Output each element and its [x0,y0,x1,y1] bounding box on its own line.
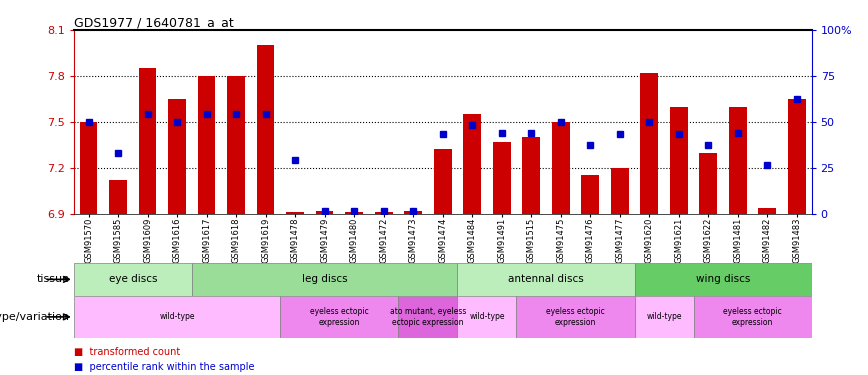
Text: wild-type: wild-type [470,312,504,321]
Bar [109,180,127,214]
Bar [457,262,635,296]
Bar [457,296,516,338]
Bar [788,99,806,214]
Text: wing discs: wing discs [696,274,750,284]
Bar [611,168,628,214]
Bar [192,262,457,296]
Bar [516,296,635,338]
Bar [582,176,599,214]
Text: eyeless ectopic
expression: eyeless ectopic expression [723,307,782,327]
Bar [493,142,510,214]
Text: genotype/variation: genotype/variation [0,312,69,322]
Bar [434,149,451,214]
Bar [74,262,192,296]
Bar [139,68,156,214]
Bar [286,212,304,214]
Bar [198,76,215,214]
Text: eye discs: eye discs [108,274,157,284]
Bar [168,99,186,214]
Text: tissue: tissue [36,274,69,284]
Bar [729,106,746,214]
Text: wild-type: wild-type [160,312,194,321]
Text: eyeless ectopic
expression: eyeless ectopic expression [546,307,605,327]
Bar [345,212,363,214]
Bar [759,208,776,214]
Bar [257,45,274,214]
Bar [398,296,457,338]
Bar [523,137,540,214]
Bar [316,211,333,214]
Text: eyeless ectopic
expression: eyeless ectopic expression [310,307,369,327]
Text: ■  transformed count: ■ transformed count [74,348,180,357]
Bar [74,296,280,338]
Bar [635,296,694,338]
Bar [552,122,569,214]
Bar [635,262,812,296]
Text: GDS1977 / 1640781_a_at: GDS1977 / 1640781_a_at [74,16,233,29]
Bar [670,106,687,214]
Text: wild-type: wild-type [647,312,681,321]
Text: ato mutant, eyeless
ectopic expression: ato mutant, eyeless ectopic expression [390,307,466,327]
Bar [700,153,717,214]
Bar [641,73,658,214]
Bar [227,76,245,214]
Text: leg discs: leg discs [302,274,347,284]
Bar [80,122,97,214]
Bar [464,114,481,214]
Text: ■  percentile rank within the sample: ■ percentile rank within the sample [74,363,254,372]
Text: antennal discs: antennal discs [508,274,584,284]
Bar [404,211,422,214]
Bar [694,296,812,338]
Bar [375,212,392,214]
Bar [280,296,398,338]
